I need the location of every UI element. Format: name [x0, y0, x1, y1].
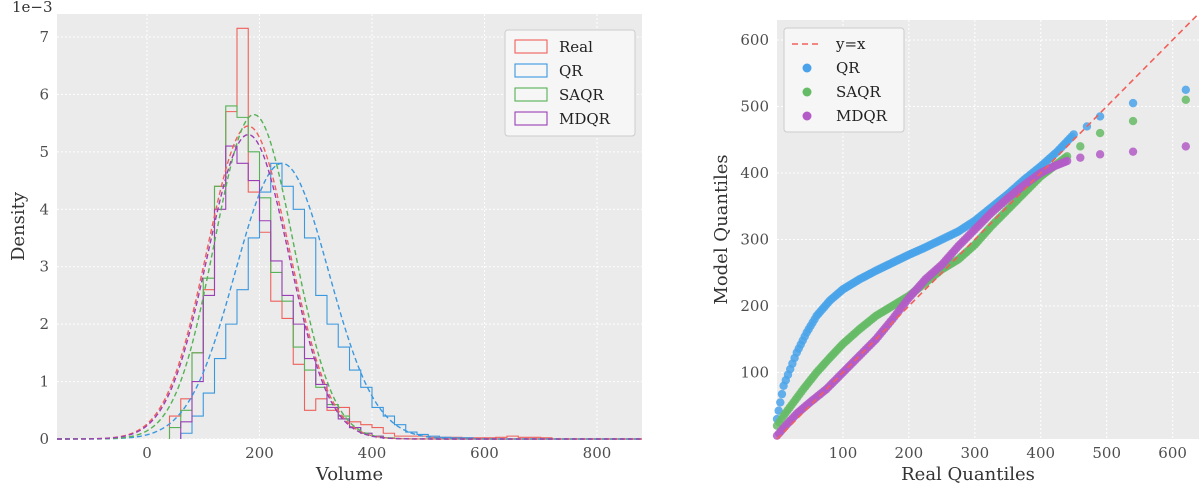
qq-x-tick-label: 600	[1158, 444, 1187, 462]
histogram-y-tick-label: 5	[39, 143, 49, 161]
legend-swatch-qr	[802, 63, 812, 73]
qq-points-qr	[772, 85, 1191, 424]
histogram-data	[56, 27, 642, 440]
qq-x-tick-label: 300	[960, 444, 989, 462]
legend-swatch-saqr	[802, 87, 812, 97]
histogram-y-tick-label: 0	[39, 430, 49, 448]
qq-legend-box	[783, 27, 905, 133]
legend-label-mdqr: MDQR	[836, 107, 888, 125]
histogram-x-axis-label: Volume	[315, 464, 383, 485]
qq-point-qr	[1128, 98, 1138, 108]
legend-label-qr: QR	[836, 59, 860, 77]
qq-point-saqr	[1095, 128, 1105, 138]
legend-swatch-saqr	[514, 87, 548, 102]
legend-swatch-mdqr	[514, 111, 548, 126]
qq-y-axis-label: Model Quantiles	[711, 154, 732, 304]
qq-y-tick-label: 500	[740, 97, 769, 115]
qq-y-tick-label: 200	[740, 297, 769, 315]
histogram-y-axis-label: Density	[8, 191, 29, 261]
histogram-x-tick-label: 400	[358, 444, 387, 462]
histogram-fit-curve-qr	[57, 162, 642, 440]
histogram-ticks: 0 200 400 600 800 0 1 2 3 4 5 6 7	[39, 28, 611, 462]
qq-y-tick-label: 400	[740, 164, 769, 182]
qq-point-mdqr	[1128, 147, 1138, 156]
qq-point-qr	[777, 389, 787, 399]
histogram-y-tick-label: 4	[39, 200, 49, 218]
qq-panel: 100 200 300 400 500 600 100 200 300 400 500 600 Rea…	[711, 12, 1199, 485]
qq-point-saqr	[1128, 116, 1138, 126]
qq-point-saqr	[1076, 142, 1085, 151]
histogram-panel: 0 200 400 600 800 0 1 2 3 4 5 6 7 1e−3 Volume Densit…	[8, 0, 642, 485]
legend-swatch-qr	[514, 63, 548, 78]
qq-y-tick-label: 600	[740, 31, 769, 49]
histogram-y-tick-label: 1	[39, 373, 49, 391]
histogram-y-tick-label: 3	[39, 258, 49, 276]
histogram-y-tick-label: 6	[39, 85, 49, 103]
histogram-x-tick-label: 800	[583, 444, 612, 462]
qq-x-tick-label: 100	[829, 444, 858, 462]
qq-point-qr	[1181, 85, 1191, 95]
histogram-x-tick-label: 0	[142, 444, 152, 462]
qq-point-mdqr	[1095, 150, 1105, 159]
histogram-offset-text: 1e−3	[12, 0, 53, 16]
histogram-y-tick-label: 2	[39, 315, 49, 333]
histogram-bars-qr	[180, 162, 474, 439]
qq-point-mdqr	[1181, 142, 1191, 151]
histogram-y-tick-label: 7	[39, 28, 49, 46]
qq-x-tick-label: 400	[1026, 444, 1055, 462]
legend-label-real: Real	[559, 38, 593, 56]
qq-point-qr	[776, 398, 785, 407]
qq-point-mdqr	[1076, 153, 1085, 162]
qq-point-saqr	[1181, 95, 1191, 105]
qq-point-qr	[1095, 112, 1105, 121]
qq-x-axis-label: Real Quantiles	[901, 464, 1035, 485]
qq-data	[772, 12, 1199, 440]
legend-label-saqr: SAQR	[836, 83, 881, 101]
legend-swatch-real	[514, 39, 548, 54]
qq-ticks: 100 200 300 400 500 600 100 200 300 400 500 600	[740, 31, 1187, 462]
qq-y-tick-label: 100	[740, 363, 769, 381]
histogram-x-tick-label: 600	[470, 444, 499, 462]
histogram-legend: Real QR SAQR MDQR	[504, 29, 636, 137]
histogram-x-tick-label: 200	[245, 444, 274, 462]
histogram-grid	[57, 14, 642, 440]
histogram-fit-curve-saqr	[56, 113, 642, 440]
qq-x-tick-label: 500	[1092, 444, 1121, 462]
qq-legend: y=x QR SAQR MDQR	[783, 27, 905, 133]
histogram-legend-box	[504, 29, 636, 137]
qq-point-mdqr	[1062, 156, 1072, 166]
legend-swatch-mdqr	[802, 111, 812, 121]
legend-label-mdqr: MDQR	[559, 110, 611, 128]
legend-label-saqr: SAQR	[559, 86, 604, 104]
qq-y-tick-label: 300	[740, 230, 769, 248]
legend-label-y-x: y=x	[835, 35, 866, 53]
histogram-bars-mdqr	[180, 145, 384, 439]
histogram-fit-curve-mdqr	[56, 133, 642, 440]
legend-label-qr: QR	[559, 62, 583, 80]
qq-x-tick-label: 200	[895, 444, 924, 462]
